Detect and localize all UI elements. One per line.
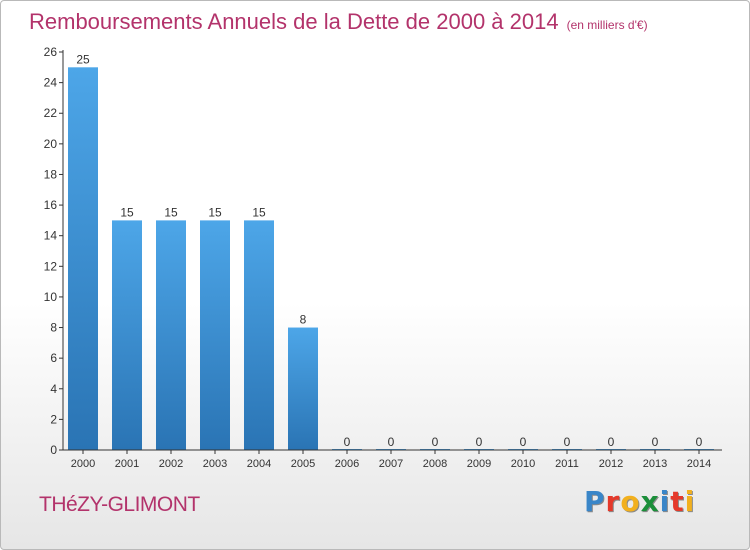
logo-letter: P bbox=[584, 485, 606, 518]
x-tick-label: 2002 bbox=[159, 458, 183, 470]
data-label: 0 bbox=[432, 435, 439, 449]
y-tick-label: 10 bbox=[44, 290, 58, 304]
y-tick-label: 12 bbox=[44, 259, 58, 273]
bar bbox=[200, 220, 230, 450]
chart-unit: (en milliers d'€) bbox=[566, 18, 648, 32]
data-label: 0 bbox=[652, 435, 659, 449]
y-tick-label: 20 bbox=[44, 137, 58, 151]
data-label: 0 bbox=[344, 435, 351, 449]
data-label: 0 bbox=[696, 435, 703, 449]
bar bbox=[156, 220, 186, 450]
logo-letter: i bbox=[659, 485, 671, 518]
bar bbox=[68, 67, 98, 451]
x-tick-label: 2011 bbox=[555, 458, 579, 470]
data-label: 0 bbox=[608, 435, 615, 449]
y-tick-label: 6 bbox=[50, 351, 57, 365]
y-tick-label: 22 bbox=[44, 106, 58, 120]
data-labels: 25 15 15 15 15 8 0 0 0 0 0 0 0 0 0 bbox=[76, 52, 702, 449]
y-tick-label: 18 bbox=[44, 167, 58, 181]
data-label: 0 bbox=[388, 435, 395, 449]
data-label: 0 bbox=[520, 435, 527, 449]
x-tick-label: 2013 bbox=[643, 458, 667, 470]
data-label: 15 bbox=[120, 205, 134, 219]
x-tick-label: 2004 bbox=[247, 458, 271, 470]
x-tick-label: 2007 bbox=[379, 458, 403, 470]
x-tick-label: 2000 bbox=[71, 458, 95, 470]
x-tick-label: 2008 bbox=[423, 458, 447, 470]
data-label: 25 bbox=[76, 52, 90, 66]
data-label: 8 bbox=[300, 313, 307, 327]
logo-letter: t bbox=[670, 485, 685, 518]
y-tick-label: 8 bbox=[50, 321, 57, 335]
data-label: 0 bbox=[476, 435, 483, 449]
y-tick-label: 4 bbox=[50, 382, 57, 396]
data-label: 15 bbox=[164, 205, 178, 219]
logo-letter: o bbox=[620, 485, 641, 518]
y-tick-label: 26 bbox=[44, 45, 58, 59]
data-label: 0 bbox=[564, 435, 571, 449]
data-label: 15 bbox=[208, 205, 222, 219]
x-tick-label: 2014 bbox=[687, 458, 711, 470]
data-label: 15 bbox=[252, 205, 266, 219]
title-row: Remboursements Annuels de la Dette de 20… bbox=[29, 9, 648, 35]
x-tick-label: 2003 bbox=[203, 458, 227, 470]
y-tick-label: 24 bbox=[44, 76, 58, 90]
y-tick-label: 14 bbox=[44, 229, 58, 243]
y-tick-label: 2 bbox=[50, 412, 57, 426]
x-axis: 2000 2001 2002 2003 2004 2005 2006 2007 2008 2009… bbox=[63, 449, 722, 470]
bars bbox=[68, 67, 714, 451]
x-tick-label: 2006 bbox=[335, 458, 359, 470]
y-tick-label: 16 bbox=[44, 198, 58, 212]
x-tick-label: 2010 bbox=[511, 458, 535, 470]
x-tick-label: 2009 bbox=[467, 458, 491, 470]
logo-letter: r bbox=[605, 485, 621, 518]
logo-letter: x bbox=[640, 485, 660, 518]
proxiti-logo: Proxiti bbox=[584, 485, 695, 518]
bar bbox=[244, 220, 274, 450]
x-tick-label: 2001 bbox=[115, 458, 139, 470]
logo-letter: i bbox=[684, 485, 696, 518]
bar bbox=[288, 327, 318, 450]
x-tick-label: 2005 bbox=[291, 458, 315, 470]
commune-name: THéZY-GLIMONT bbox=[39, 493, 200, 516]
chart-title: Remboursements Annuels de la Dette de 20… bbox=[29, 9, 559, 34]
bar bbox=[112, 220, 142, 450]
x-tick-label: 2012 bbox=[599, 458, 623, 470]
y-tick-label: 0 bbox=[50, 443, 57, 457]
